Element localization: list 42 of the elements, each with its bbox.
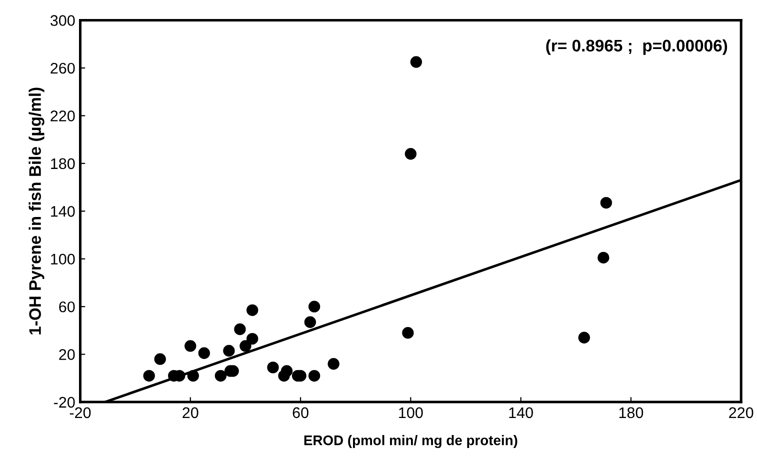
y-tick-label: 60	[59, 301, 75, 312]
y-tick-label: -20	[54, 396, 75, 408]
point	[578, 332, 590, 344]
y-tick-label: 180	[51, 158, 75, 170]
point	[187, 370, 199, 382]
x-axis-title: EROD (pmol min/ mg de protein)	[304, 435, 518, 448]
point	[267, 362, 279, 374]
point	[600, 196, 612, 209]
point	[598, 252, 610, 264]
point	[214, 370, 227, 382]
y-tick-label: 100	[51, 254, 75, 265]
point	[240, 340, 252, 352]
y-axis-title: 1-OH Pyrene in fish Bile (µg/ml)	[28, 88, 44, 334]
point	[308, 300, 320, 312]
point	[246, 332, 258, 345]
point	[410, 56, 422, 68]
x-tick-label: 180	[619, 407, 644, 418]
point	[280, 365, 293, 377]
x-tick-label: 100	[399, 407, 423, 418]
point	[308, 370, 320, 382]
point	[154, 353, 166, 365]
point	[304, 316, 316, 328]
point	[234, 323, 246, 336]
point	[198, 347, 210, 359]
x-tick-label: 60	[292, 407, 308, 418]
point	[184, 340, 196, 352]
x-tick-label: 140	[509, 407, 533, 418]
x-tick-label: 220	[729, 407, 754, 418]
point	[143, 370, 155, 382]
y-tick-label: 260	[50, 62, 75, 74]
point	[402, 326, 414, 339]
y-tick-label: 140	[51, 206, 75, 217]
y-tick-label: 220	[50, 110, 75, 122]
x-tick-label: 20	[182, 407, 198, 418]
annotation: (r= 0.8965 ; p=0.00006)	[546, 39, 728, 55]
point	[328, 358, 340, 370]
point	[223, 344, 235, 357]
x-tick-label: -20	[70, 407, 91, 418]
y-tick-label: 20	[59, 349, 75, 360]
point	[404, 148, 417, 160]
y-tick-label: 300	[50, 15, 75, 26]
point	[246, 304, 258, 316]
